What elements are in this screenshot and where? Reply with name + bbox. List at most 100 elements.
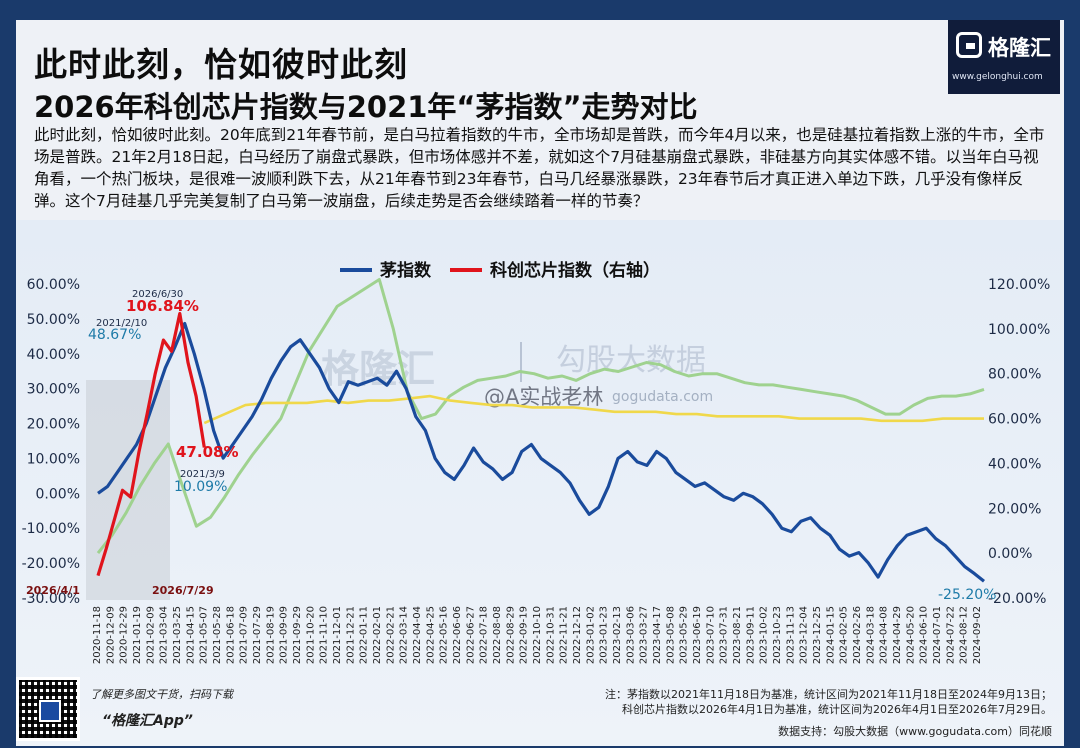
chart-annotation: 2026/7/29 [152,584,214,597]
right-axis-tick: 20.00% [988,501,1041,517]
logo-name: 格隆汇 [988,36,1051,60]
x-axis-tick: 2024-04-29 [892,606,903,664]
x-axis-tick: 2022-03-14 [399,606,410,664]
chart-annotation: 2026/4/1 [26,584,80,597]
x-axis-tick: 2021-11-10 [319,606,330,664]
watermark-gogu: 勾股大数据 [556,343,706,378]
line-chart: 格隆汇 勾股大数据gogudata.com@A实战老林60.00%50.00%40… [22,260,1051,664]
chart-annotation: 2026/6/30 [132,289,183,300]
commentary-paragraph: 此时此刻，恰如彼时此刻。20年底到21年春节前，是白马拉着指数的牛市，全市场却是… [34,126,1045,210]
footer-note-1: 注：茅指数以2021年11月18日为基准，统计区间为2021年11月18日至20… [605,688,1052,701]
series-line-2 [96,278,985,555]
x-axis-tick: 2021-05-28 [212,606,223,664]
x-axis-tick: 2023-05-08 [665,606,676,664]
watermark-gogu-url: gogudata.com [612,389,713,405]
legend-label-chip: 科创芯片指数（右轴） [490,260,660,281]
x-axis-tick: 2021-12-01 [332,606,343,664]
x-axis-tick: 2023-05-29 [679,606,690,664]
left-axis-tick: 30.00% [27,382,80,398]
x-axis-tick: 2024-07-01 [932,606,943,664]
x-axis-tick: 2023-12-25 [812,606,823,664]
x-axis-tick: 2022-04-04 [412,606,423,664]
x-axis-tick: 2021-09-09 [279,606,290,664]
x-axis-tick: 2023-10-23 [772,606,783,664]
footer-download-text: 了解更多图文干货，扫码下载 [90,688,233,701]
qr-code-icon [16,677,80,741]
left-axis-tick: 60.00% [27,277,80,293]
watermark-gelonghui: 格隆汇 [321,347,435,391]
chart-annotation: 2021/2/10 [96,318,147,329]
x-axis-tick: 2024-02-05 [839,606,850,664]
x-axis-tick: 2023-04-17 [652,606,663,664]
x-axis-tick: 2024-05-20 [905,606,916,664]
x-axis-tick: 2023-03-06 [625,606,636,664]
right-axis-tick: -20.00% [988,591,1046,607]
x-axis-tick: 2023-10-02 [759,606,770,664]
left-axis-tick: -10.00% [22,521,80,537]
x-axis-tick: 2021-07-29 [252,606,263,664]
x-axis-tick: 2021-06-18 [225,606,236,664]
chart-annotation: 106.84% [126,297,199,315]
x-axis-tick: 2023-02-13 [612,606,623,664]
x-axis-tick: 2020-12-09 [105,606,116,664]
x-axis-tick: 2020-12-29 [119,606,130,664]
right-axis-tick: 0.00% [988,546,1032,562]
footer-source: 数据支持：勾股大数据（www.gogudata.com）同花顺 [778,725,1052,738]
x-axis-tick: 2023-09-11 [745,606,756,664]
x-axis-tick: 2022-08-08 [492,606,503,664]
x-axis-tick: 2022-04-25 [425,606,436,664]
right-axis-tick: 60.00% [988,412,1041,428]
x-axis-tick: 2024-03-18 [865,606,876,664]
chart-annotation: 2021/3/9 [180,469,225,480]
x-axis-tick: 2021-05-07 [199,606,210,664]
chart-annotation: 47.08% [176,443,238,461]
highlight-period-band [86,380,170,600]
left-axis-tick: 0.00% [36,486,80,502]
footer-app-name: “格隆汇App” [102,713,193,729]
logo-url: www.gelonghui.com [952,72,1043,82]
x-axis-tick: 2024-01-15 [825,606,836,664]
x-axis-tick: 2024-07-22 [945,606,956,664]
x-axis-tick: 2023-01-02 [585,606,596,664]
chart-annotation: -25.20% [938,587,996,603]
x-axis-tick: 2024-08-12 [959,606,970,664]
x-axis-tick: 2023-11-13 [785,606,796,664]
x-axis-tick: 2021-03-25 [172,606,183,664]
x-axis-tick: 2023-08-21 [732,606,743,664]
x-axis-tick: 2021-03-04 [159,606,170,664]
x-axis-tick: 2022-10-31 [545,606,556,664]
left-axis-tick: 20.00% [27,417,80,433]
footer-note-2: 科创芯片指数以2026年4月1日为基准，统计区间为2026年4月1日至2026年… [622,703,1052,716]
x-axis-tick: 2023-07-10 [705,606,716,664]
chart-annotation: 48.67% [88,327,141,343]
left-axis-tick: 40.00% [27,347,80,363]
x-axis-tick: 2022-10-10 [532,606,543,664]
x-axis-tick: 2022-12-12 [572,606,583,664]
x-axis-tick: 2020-11-18 [92,606,103,664]
brand-logo: 格隆汇 www.gelonghui.com [948,20,1060,94]
chart-annotation: 10.09% [174,479,227,495]
x-axis-tick: 2022-09-19 [519,606,530,664]
x-axis-tick: 2022-08-29 [505,606,516,664]
logo-mark-icon [956,32,982,58]
x-axis-tick: 2021-04-15 [185,606,196,664]
x-axis-tick: 2024-02-26 [852,606,863,664]
right-axis-tick: 40.00% [988,456,1041,472]
left-axis-tick: -30.00% [22,591,80,607]
left-axis-tick: -20.00% [22,556,80,572]
x-axis-tick: 2023-03-27 [639,606,650,664]
x-axis-tick: 2024-06-10 [919,606,930,664]
header: 此时此刻，恰如彼时此刻 2026年科创芯片指数与2021年“茅指数”走势对比 此… [16,20,1064,220]
x-axis-tick: 2022-02-01 [372,606,383,664]
x-axis-tick: 2021-01-19 [132,606,143,664]
x-axis-tick: 2024-09-02 [972,606,983,664]
x-axis-tick: 2023-01-23 [599,606,610,664]
x-axis-tick: 2021-12-21 [345,606,356,664]
x-axis-tick: 2022-07-18 [479,606,490,664]
series-line-1 [96,311,206,577]
right-axis-tick: 120.00% [988,277,1050,293]
x-axis-tick: 2021-02-09 [145,606,156,664]
sub-title: 2026年科创芯片指数与2021年“茅指数”走势对比 [34,90,698,124]
series-line-3 [203,394,984,425]
x-axis-tick: 2023-12-04 [799,606,810,664]
